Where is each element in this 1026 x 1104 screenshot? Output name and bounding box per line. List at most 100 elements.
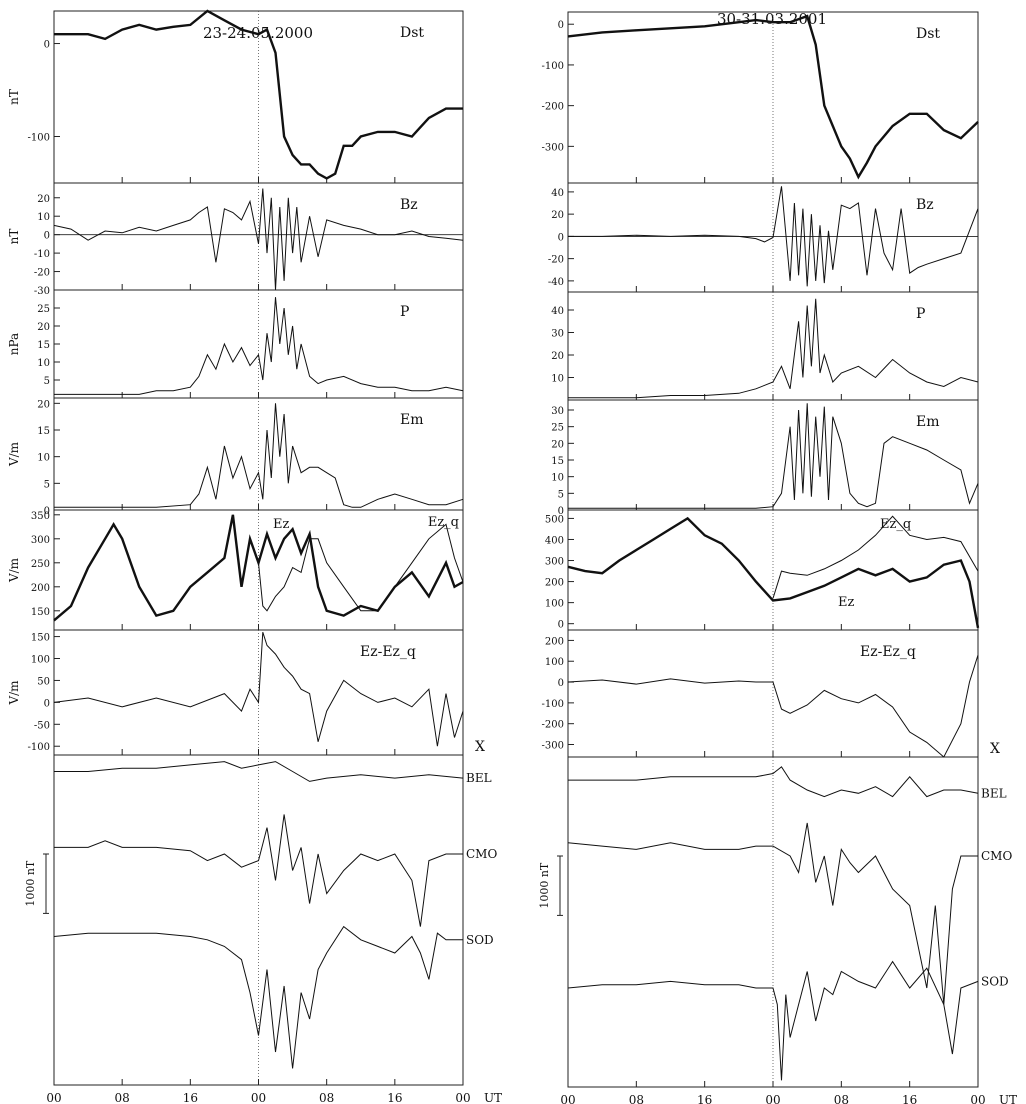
y-tick-label: 15 xyxy=(37,340,50,351)
y-tick-label: 500 xyxy=(545,514,564,525)
column-2: 0-100-200-300Dst40200-20-40Bz40302010P30… xyxy=(538,11,1017,1104)
x-tick-label: 16 xyxy=(183,1091,198,1104)
scale-bar-label: 1000 nT xyxy=(24,860,37,907)
y-tick-label: 0 xyxy=(558,620,564,631)
y-tick-label: 5 xyxy=(44,479,50,490)
series-line-bz xyxy=(568,186,979,287)
scale-bar-label: 1000 nT xyxy=(538,862,551,909)
panel-label: Ez xyxy=(838,595,854,610)
y-axis-label: nT xyxy=(7,229,21,245)
series-line-dst xyxy=(54,9,463,180)
panel-bz: 20 10 0 -10 -20 -30 Bz nT xyxy=(7,182,464,297)
y-tick-label: 50 xyxy=(37,676,50,687)
station-label-cmo: CMO xyxy=(466,847,497,861)
x-tick-label: 00 xyxy=(455,1091,470,1104)
station-label-sod: SOD xyxy=(981,974,1009,988)
y-tick-label: 100 xyxy=(31,655,50,666)
panel-label: Dst xyxy=(916,26,940,42)
x-tick-label: 16 xyxy=(387,1091,402,1104)
y-tick-label: 300 xyxy=(31,535,50,546)
panel-label: Bz xyxy=(916,197,934,213)
panel-label: P xyxy=(400,304,409,320)
x-unit-label: UT xyxy=(999,1093,1017,1104)
x-tick-label: 08 xyxy=(115,1091,130,1104)
y-tick-label: 40 xyxy=(551,188,564,199)
y-tick-label: 25 xyxy=(37,304,50,315)
y-axis-label: V/m xyxy=(7,557,21,583)
y-tick-label: 5 xyxy=(558,489,564,500)
y-tick-label: 40 xyxy=(551,306,564,317)
panel-label: Em xyxy=(400,412,424,428)
y-tick-label: 10 xyxy=(37,453,50,464)
y-tick-label: 15 xyxy=(551,456,564,467)
y-tick-label: 20 xyxy=(37,399,50,410)
y-tick-label: -100 xyxy=(542,699,564,710)
panel-mag: BEL CMO SOD X 1000 nT xyxy=(538,741,1012,1088)
y-tick-label: -100 xyxy=(28,742,50,753)
x-tick-label: 00 xyxy=(970,1093,985,1104)
series-line-dst xyxy=(567,14,979,180)
station-line-cmo xyxy=(567,822,978,1005)
column-2-title: 30-31.03.2001 xyxy=(717,10,827,28)
panel-label: Ez-Ez_q xyxy=(360,644,416,660)
y-tick-label: -300 xyxy=(542,142,564,153)
y-tick-label: -50 xyxy=(34,720,50,731)
station-label-sod: SOD xyxy=(466,933,494,947)
y-tick-label: -200 xyxy=(542,102,564,113)
panel-ezd: 200 100 0 -100 -200 -300 Ez-Ez_q xyxy=(542,629,979,758)
station-line-sod xyxy=(53,925,463,1069)
y-tick-label: 150 xyxy=(31,633,50,644)
y-tick-label: 100 xyxy=(545,599,564,610)
y-tick-label: 100 xyxy=(545,657,564,668)
series-line-p xyxy=(568,298,979,399)
y-tick-label: 0 xyxy=(558,20,564,31)
station-label-cmo: CMO xyxy=(981,849,1012,863)
y-tick-label: -30 xyxy=(34,286,50,297)
y-tick-label: -300 xyxy=(542,741,564,752)
y-tick-label: 20 xyxy=(551,351,564,362)
series-line-bz xyxy=(53,188,464,291)
x-tick-label: 08 xyxy=(834,1093,849,1104)
x-tick-label: 16 xyxy=(697,1093,712,1104)
x-unit-label: UT xyxy=(484,1091,502,1104)
panel-label: Ez xyxy=(273,517,289,532)
panel-tag: X xyxy=(475,739,485,755)
x-tick-label: 08 xyxy=(629,1093,644,1104)
y-tick-label: 0 xyxy=(44,506,50,517)
panel-ez: 350 300 250 200 150 Ez Ez_q V/m xyxy=(7,509,464,631)
y-tick-label: 400 xyxy=(545,535,564,546)
x-tick-label: 00 xyxy=(560,1093,575,1104)
y-tick-label: -10 xyxy=(34,249,50,260)
panel-label: Ez-Ez_q xyxy=(860,644,916,660)
y-tick-label: 0 xyxy=(44,698,50,709)
plots-layer: 0-100DstnT20100-10-20-30BznT252015105PnP… xyxy=(7,9,1017,1104)
panel-label-2: Ez_q xyxy=(428,515,459,530)
series-line-em xyxy=(568,403,979,509)
panel-label: Em xyxy=(916,414,940,430)
y-tick-label: 300 xyxy=(545,557,564,568)
station-label-bel: BEL xyxy=(466,771,492,785)
y-tick-label: 200 xyxy=(31,583,50,594)
station-label-bel: BEL xyxy=(981,786,1007,800)
panel-label-2: Ez_q xyxy=(880,517,911,532)
y-tick-label: 30 xyxy=(551,329,564,340)
y-tick-label: 0 xyxy=(44,231,50,242)
panel-dst: 0 -100 -200 -300 Dst xyxy=(542,11,979,184)
x-tick-label: 00 xyxy=(765,1093,780,1104)
y-axis-label: V/m xyxy=(7,680,21,706)
series-line-ez-q xyxy=(772,515,979,599)
x-tick-label: 00 xyxy=(251,1091,266,1104)
y-tick-label: 10 xyxy=(551,473,564,484)
y-axis-label: nPa xyxy=(7,333,21,355)
column-1: 0-100DstnT20100-10-20-30BznT252015105PnP… xyxy=(7,9,502,1104)
y-tick-label: 350 xyxy=(31,511,50,522)
y-tick-label: 0 xyxy=(558,678,564,689)
y-tick-label: 200 xyxy=(545,578,564,589)
y-tick-label: 250 xyxy=(31,559,50,570)
y-tick-label: 10 xyxy=(551,374,564,385)
y-axis-label: nT xyxy=(7,89,21,105)
y-tick-label: 200 xyxy=(545,636,564,647)
y-tick-label: 15 xyxy=(37,426,50,437)
